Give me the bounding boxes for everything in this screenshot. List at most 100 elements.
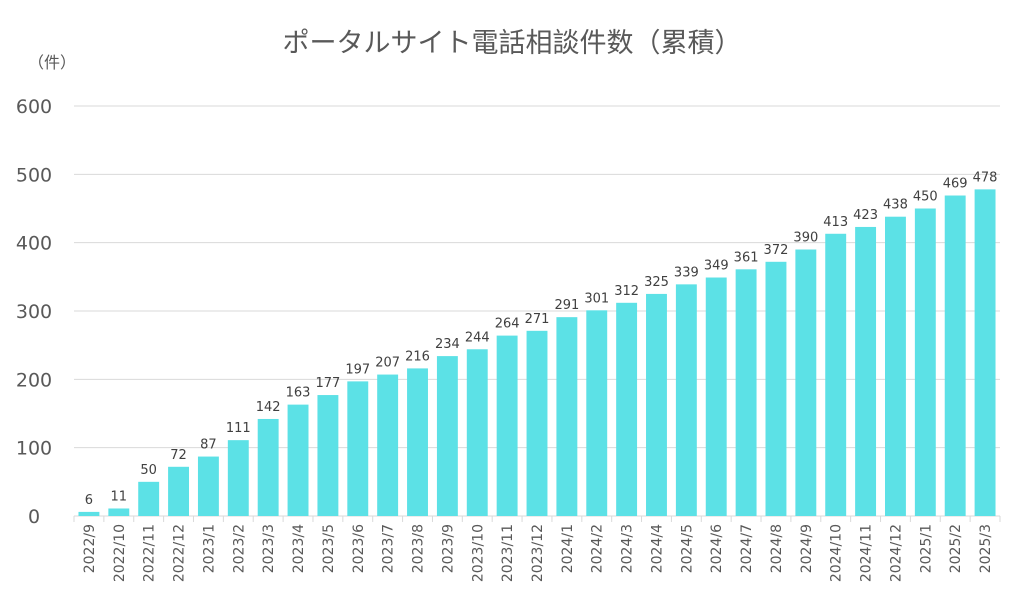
bar xyxy=(586,310,608,516)
x-tick-label: 2023/3 xyxy=(261,524,277,573)
bar xyxy=(944,195,966,516)
bar xyxy=(257,418,279,516)
data-label: 11 xyxy=(111,489,128,504)
bar xyxy=(675,284,697,516)
bar xyxy=(735,269,757,516)
bar xyxy=(287,404,309,516)
x-tick-label: 2022/11 xyxy=(142,524,158,582)
y-axis-ticks: 0 100 200 300 400 500 600 xyxy=(16,96,52,528)
x-tick-label: 2023/10 xyxy=(470,524,486,582)
x-tick-label: 2023/9 xyxy=(440,524,456,573)
data-label: 349 xyxy=(704,259,729,274)
x-tick-label: 2023/2 xyxy=(231,524,247,573)
bar xyxy=(227,440,249,516)
x-tick-label: 2022/9 xyxy=(82,524,98,573)
data-label: 325 xyxy=(644,275,669,290)
bar xyxy=(407,368,428,516)
x-tick-label: 2024/9 xyxy=(799,524,815,573)
x-tick-label: 2023/12 xyxy=(530,524,546,582)
bars xyxy=(78,189,996,516)
data-label: 216 xyxy=(405,349,430,364)
x-tick-label: 2023/4 xyxy=(291,524,307,573)
data-label: 207 xyxy=(375,356,400,371)
data-label: 312 xyxy=(614,284,639,299)
data-label: 197 xyxy=(345,362,370,377)
data-label: 450 xyxy=(913,190,938,205)
x-tick-label: 2025/1 xyxy=(918,524,934,573)
x-tick-label: 2023/7 xyxy=(381,524,397,573)
data-label: 264 xyxy=(495,317,520,332)
data-label: 234 xyxy=(435,337,460,352)
data-label: 438 xyxy=(883,198,908,213)
data-label: 6 xyxy=(85,493,93,508)
data-label: 469 xyxy=(943,177,968,192)
data-label: 72 xyxy=(170,448,187,463)
bar xyxy=(377,374,399,516)
data-label: 478 xyxy=(973,170,998,185)
y-tick-label: 200 xyxy=(16,369,52,391)
x-axis-ticks: 2022/9 2022/10 2022/11 2022/12 2023/1 2023/2 2… xyxy=(73,516,1001,582)
bar xyxy=(974,189,996,516)
bar xyxy=(914,208,936,516)
x-tick-label: 2024/10 xyxy=(829,524,845,582)
x-tick-label: 2023/6 xyxy=(351,524,367,573)
x-tick-label: 2024/2 xyxy=(590,524,606,573)
bar xyxy=(168,466,189,516)
y-tick-label: 500 xyxy=(16,164,52,186)
x-tick-label: 2024/4 xyxy=(649,524,665,573)
x-tick-label: 2025/3 xyxy=(978,524,994,573)
bar xyxy=(825,233,847,516)
y-tick-label: 0 xyxy=(28,506,40,528)
bar xyxy=(526,330,548,516)
x-tick-label: 2024/8 xyxy=(769,524,785,573)
data-label: 163 xyxy=(286,386,311,401)
data-label: 339 xyxy=(674,265,699,280)
data-label: 372 xyxy=(764,243,789,258)
x-tick-label: 2023/8 xyxy=(411,524,427,573)
x-tick-label: 2024/1 xyxy=(560,524,576,573)
x-tick-label: 2024/7 xyxy=(739,524,755,573)
x-tick-label: 2024/3 xyxy=(620,524,636,573)
data-label: 423 xyxy=(853,208,878,223)
bar xyxy=(466,349,488,516)
bar xyxy=(855,226,877,516)
data-label: 413 xyxy=(823,215,848,230)
x-tick-label: 2024/12 xyxy=(888,524,904,582)
x-tick-label: 2024/11 xyxy=(859,524,875,582)
y-tick-label: 100 xyxy=(16,438,52,460)
x-tick-label: 2025/2 xyxy=(948,524,964,573)
x-tick-label: 2022/12 xyxy=(172,524,188,582)
y-tick-label: 400 xyxy=(16,233,52,255)
bar xyxy=(436,356,458,516)
data-label: 301 xyxy=(584,291,609,306)
x-tick-label: 2023/5 xyxy=(321,524,337,573)
bar xyxy=(197,456,219,516)
y-tick-label: 600 xyxy=(16,96,52,118)
bar xyxy=(556,317,578,516)
bar xyxy=(885,216,906,516)
data-label: 390 xyxy=(793,231,818,246)
data-label: 50 xyxy=(140,463,157,478)
data-label: 291 xyxy=(554,298,579,313)
data-labels: 6 11 50 72 87 111 142 163 177 197 207 216 234 244 264 2… xyxy=(85,170,998,508)
bar xyxy=(108,508,130,516)
bar xyxy=(317,395,339,516)
bar xyxy=(795,249,817,516)
bar xyxy=(347,381,369,516)
bar xyxy=(616,302,638,516)
bar xyxy=(705,277,727,516)
bar xyxy=(765,261,787,516)
data-label: 177 xyxy=(315,376,340,391)
bar xyxy=(78,511,100,516)
x-tick-label: 2024/5 xyxy=(679,524,695,573)
bar xyxy=(138,481,160,516)
data-label: 361 xyxy=(734,250,759,265)
x-tick-label: 2023/11 xyxy=(500,524,516,582)
x-tick-label: 2024/6 xyxy=(709,524,725,573)
y-unit-label: （件） xyxy=(28,53,76,72)
data-label: 142 xyxy=(256,400,281,415)
bar xyxy=(496,335,518,516)
x-tick-label: 2022/10 xyxy=(112,524,128,582)
